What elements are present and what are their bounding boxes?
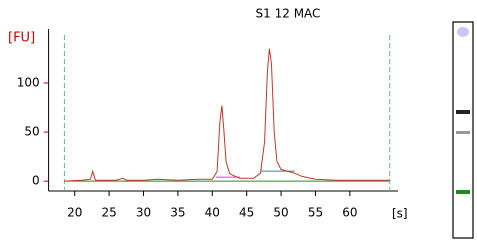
x-tick-label: 35 — [170, 206, 185, 220]
gel-lane — [453, 22, 473, 238]
x-tick-label: 20 — [67, 206, 82, 220]
y-tick-label: 50 — [24, 125, 39, 139]
trace — [64, 49, 389, 182]
x-tick-label: 55 — [308, 206, 323, 220]
y-axis-label: [FU] — [8, 31, 35, 46]
x-axis-label: [s] — [392, 207, 408, 221]
gel-band — [456, 190, 470, 194]
chart: S1 12 MAC [FU] [s] 0 50 100 20 25 30 35 40 45 50 5… — [0, 0, 477, 241]
gel-marker — [457, 27, 469, 37]
x-tick-label: 30 — [136, 206, 151, 220]
page: {"chart_data": {"type": "line", "title":… — [0, 0, 477, 241]
x-tick-label: 60 — [342, 206, 357, 220]
y-tick-label: 100 — [17, 76, 40, 90]
chart-title: S1 12 MAC — [256, 7, 321, 21]
x-tick-label: 40 — [205, 206, 220, 220]
x-tick-label: 50 — [273, 206, 288, 220]
gel-band — [456, 110, 470, 114]
gel-band — [456, 131, 470, 134]
y-tick-label: 0 — [32, 174, 40, 188]
gel-frame — [453, 22, 473, 238]
x-tick-label: 25 — [101, 206, 116, 220]
x-tick-label: 45 — [239, 206, 254, 220]
